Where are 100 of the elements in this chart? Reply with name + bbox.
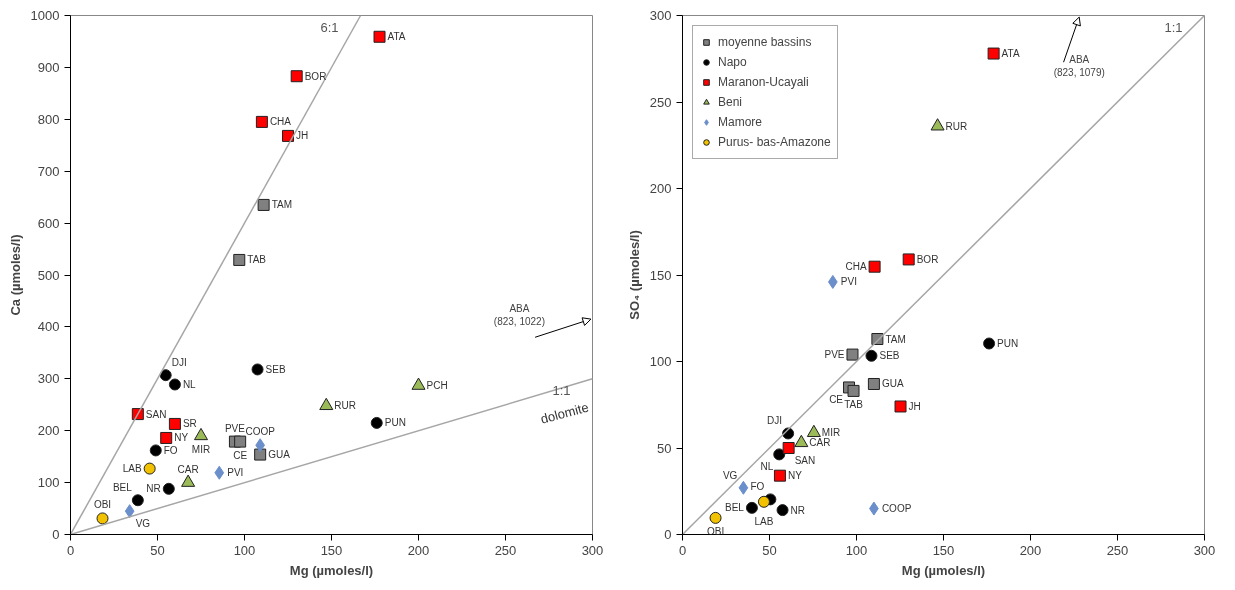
legend-label: Beni bbox=[718, 95, 743, 109]
y-tick-label: 300 bbox=[649, 8, 672, 23]
y-tick-label: 300 bbox=[37, 371, 60, 387]
y-tick-label: 150 bbox=[649, 267, 672, 283]
legend-label: Napo bbox=[718, 55, 747, 69]
annotation: RUR bbox=[334, 400, 356, 412]
x-tick-label: 200 bbox=[1019, 542, 1042, 558]
annotation: ATA bbox=[387, 31, 406, 43]
annotation: BOR bbox=[916, 253, 939, 265]
x-tick-label: 150 bbox=[320, 542, 343, 558]
x-tick-label: 200 bbox=[407, 542, 430, 558]
annotation: TAM bbox=[271, 199, 293, 211]
y-tick-label: 200 bbox=[649, 181, 672, 196]
annotation: CE bbox=[233, 449, 248, 461]
annotation: MIR bbox=[821, 427, 841, 439]
y-tick-label: 600 bbox=[37, 215, 60, 231]
annotation: SEB bbox=[265, 363, 286, 375]
annotation: CAR bbox=[177, 463, 199, 475]
y-tick-label: 200 bbox=[37, 423, 60, 439]
annotation: NY bbox=[787, 470, 803, 482]
annotation: dolomite bbox=[539, 399, 591, 427]
annotation: SR bbox=[182, 418, 197, 430]
annotation: NL bbox=[760, 461, 774, 473]
annotation: PUN bbox=[997, 338, 1019, 350]
annotation: NY bbox=[174, 432, 189, 444]
y-axis-title: SO₄ (µmoles/l) bbox=[626, 230, 642, 320]
y-tick-label: 0 bbox=[664, 527, 672, 542]
annotation: FO bbox=[750, 481, 765, 493]
annotation: MIR bbox=[191, 443, 211, 455]
y-tick-label: 250 bbox=[649, 94, 672, 110]
annotation: SAN bbox=[794, 455, 816, 466]
y-tick-label: 700 bbox=[37, 163, 60, 179]
annotation: COOP bbox=[245, 426, 276, 438]
series-label: 1:1 bbox=[552, 382, 571, 398]
x-tick-label: 100 bbox=[233, 542, 256, 558]
annotation: RUR bbox=[945, 120, 968, 132]
annotation: PUN bbox=[384, 417, 406, 429]
annotation: PVI bbox=[840, 276, 857, 288]
annotation: TAM bbox=[885, 333, 906, 345]
annotation: ABA (823, 1079) bbox=[1053, 53, 1105, 78]
annotation: BEL bbox=[112, 482, 133, 494]
x-axis-title: Mg (µmoles/l) bbox=[289, 562, 374, 578]
annotation: PVE bbox=[224, 422, 246, 434]
y-tick-label: 1000 bbox=[30, 8, 60, 23]
y-tick-label: 500 bbox=[37, 267, 60, 283]
annotation: GUA bbox=[268, 449, 291, 461]
annotation: PVI bbox=[227, 467, 244, 479]
annotation: TAB bbox=[844, 398, 864, 410]
y-axis-title: Ca (µmoles/l) bbox=[7, 234, 23, 316]
annotation: SAN bbox=[145, 408, 167, 420]
series-label: 1:1 bbox=[1164, 19, 1183, 35]
legend-label: Mamore bbox=[718, 115, 763, 129]
x-tick-label: 150 bbox=[932, 542, 955, 558]
legend-label: moyenne bassins bbox=[718, 35, 812, 49]
annotation: LAB bbox=[122, 463, 142, 475]
annotation: BEL bbox=[725, 502, 745, 514]
annotation: COOP bbox=[881, 503, 912, 515]
annotation: PCH bbox=[426, 380, 448, 392]
x-tick-label: 300 bbox=[1193, 542, 1216, 558]
x-tick-label: 50 bbox=[762, 542, 777, 558]
annotation: DJI bbox=[171, 357, 187, 369]
annotation: NR bbox=[146, 483, 161, 495]
annotation: VG bbox=[722, 469, 738, 481]
annotation: LAB bbox=[754, 515, 774, 527]
x-tick-label: 50 bbox=[150, 542, 165, 558]
x-tick-label: 300 bbox=[581, 542, 604, 558]
y-tick-label: 0 bbox=[52, 527, 60, 542]
annotation: ATA bbox=[1001, 48, 1020, 60]
annotation: SEB bbox=[879, 350, 900, 362]
annotation: NL bbox=[182, 379, 197, 391]
annotation: ABA (823, 1022) bbox=[493, 302, 545, 327]
x-tick-label: 0 bbox=[66, 542, 75, 558]
annotation: DJI bbox=[767, 415, 783, 427]
annotation: CHA bbox=[845, 261, 867, 273]
annotation: VG bbox=[135, 518, 151, 530]
x-axis-title: Mg (µmoles/l) bbox=[901, 562, 986, 578]
series-label: 6:1 bbox=[320, 19, 339, 35]
x-tick-label: 250 bbox=[1106, 542, 1129, 558]
x-tick-label: 0 bbox=[678, 542, 687, 558]
annotation: BOR bbox=[304, 70, 327, 82]
y-tick-label: 900 bbox=[37, 59, 60, 75]
annotation: PVE bbox=[824, 349, 845, 361]
annotation: GUA bbox=[881, 378, 904, 390]
legend-label: Maranon-Ucayali bbox=[718, 75, 809, 89]
y-tick-label: 800 bbox=[37, 111, 60, 127]
y-tick-label: 400 bbox=[37, 319, 60, 335]
annotation: CHA bbox=[269, 116, 292, 128]
annotation: CAR bbox=[809, 437, 831, 449]
x-tick-label: 250 bbox=[494, 542, 517, 558]
y-tick-label: 100 bbox=[37, 475, 60, 491]
legend-label: Purus- bas-Amazone bbox=[718, 135, 831, 149]
annotation: FO bbox=[163, 444, 178, 456]
annotation: NR bbox=[790, 504, 805, 516]
annotation: OBI bbox=[93, 499, 112, 511]
annotation: TAB bbox=[247, 254, 267, 266]
y-tick-label: 100 bbox=[649, 354, 672, 369]
annotation: JH bbox=[908, 400, 921, 412]
annotation: CE bbox=[829, 394, 844, 406]
annotation: JH bbox=[296, 130, 309, 142]
y-tick-label: 50 bbox=[657, 440, 672, 456]
